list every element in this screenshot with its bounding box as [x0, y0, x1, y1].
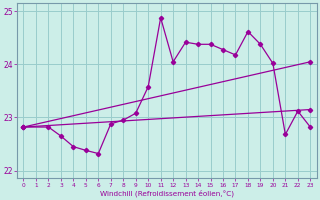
X-axis label: Windchill (Refroidissement éolien,°C): Windchill (Refroidissement éolien,°C): [100, 189, 234, 197]
